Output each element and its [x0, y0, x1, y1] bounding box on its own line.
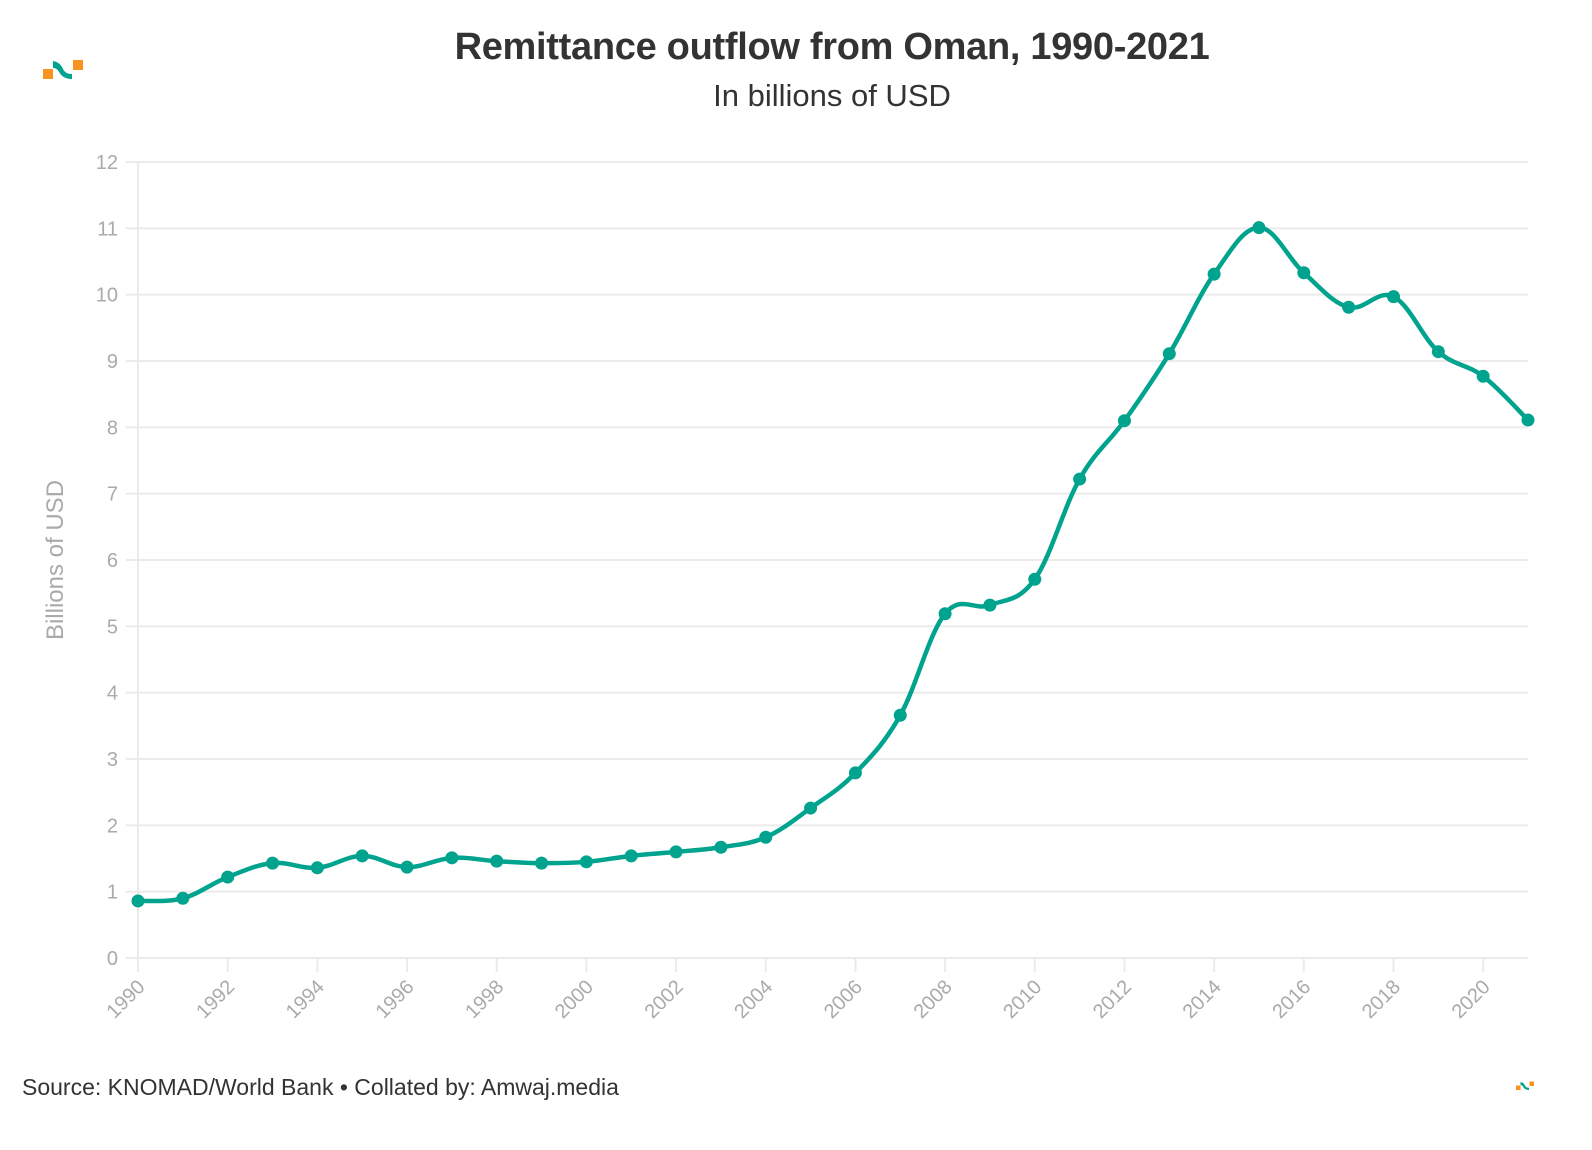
x-tick-label: 2002: [641, 976, 688, 1023]
data-point[interactable]: [1252, 221, 1266, 235]
data-point[interactable]: [759, 830, 773, 844]
data-point[interactable]: [1073, 472, 1087, 486]
data-point[interactable]: [266, 856, 280, 870]
data-point[interactable]: [1342, 300, 1356, 314]
data-point[interactable]: [131, 894, 145, 908]
x-tick-label: 2018: [1358, 976, 1405, 1023]
data-point[interactable]: [1028, 572, 1042, 586]
y-tick-label: 7: [107, 484, 118, 506]
data-point[interactable]: [804, 801, 818, 815]
data-point[interactable]: [1117, 414, 1131, 428]
y-tick-label: 9: [107, 351, 118, 373]
y-tick-label: 8: [107, 417, 118, 439]
y-tick-label: 12: [96, 152, 118, 174]
data-point[interactable]: [893, 708, 907, 722]
y-tick-label: 11: [97, 218, 118, 240]
data-point[interactable]: [176, 891, 190, 905]
y-tick-label: 6: [107, 550, 118, 572]
data-point[interactable]: [1207, 267, 1221, 281]
x-tick-label: 2010: [999, 976, 1046, 1023]
y-tick-label: 3: [107, 749, 118, 771]
x-tick-label: 2006: [820, 976, 867, 1023]
data-point[interactable]: [355, 849, 369, 863]
data-point[interactable]: [579, 855, 593, 869]
y-tick-label: 10: [96, 285, 118, 307]
data-point[interactable]: [1431, 345, 1445, 359]
data-point[interactable]: [848, 766, 862, 780]
x-tick-label: 2008: [910, 976, 957, 1023]
chart-subtitle: In billions of USD: [713, 78, 951, 113]
data-point[interactable]: [624, 849, 638, 863]
x-tick-label: 1990: [103, 976, 150, 1023]
y-tick-label: 0: [107, 948, 118, 970]
amwaj-logo-icon: [43, 60, 83, 80]
source-note: Source: KNOMAD/World Bank • Collated by:…: [22, 1074, 619, 1100]
x-tick-label: 2004: [730, 976, 777, 1023]
data-point[interactable]: [983, 598, 997, 612]
x-tick-label: 1994: [282, 976, 329, 1023]
data-point[interactable]: [938, 607, 952, 621]
data-point[interactable]: [1386, 290, 1400, 304]
data-point[interactable]: [669, 845, 683, 859]
data-point[interactable]: [1162, 347, 1176, 361]
data-point[interactable]: [714, 840, 728, 854]
series-line: [137, 225, 1530, 904]
data-point[interactable]: [535, 856, 549, 870]
y-tick-label: 4: [107, 683, 118, 705]
x-tick-label: 1998: [461, 976, 508, 1023]
y-tick-label: 1: [107, 882, 118, 904]
y-tick-label: 2: [107, 815, 118, 837]
x-tick-label: 2012: [1089, 976, 1136, 1023]
y-tick-label: 5: [107, 616, 118, 638]
chart-title: Remittance outflow from Oman, 1990-2021: [454, 26, 1210, 68]
gridlines: [126, 161, 1528, 970]
x-tick-label: 2000: [551, 976, 598, 1023]
data-point[interactable]: [221, 870, 235, 884]
x-tick-label: 1996: [372, 976, 419, 1023]
data-point[interactable]: [400, 860, 414, 874]
data-point[interactable]: [1476, 369, 1490, 383]
x-tick-label: 1992: [192, 976, 239, 1023]
data-point[interactable]: [310, 861, 324, 875]
x-tick-label: 2014: [1179, 976, 1226, 1023]
amwaj-logo-small-icon: [1516, 1078, 1534, 1091]
data-point[interactable]: [1297, 266, 1311, 280]
data-point[interactable]: [1521, 413, 1535, 427]
data-point[interactable]: [490, 854, 504, 868]
series-group: [131, 221, 1535, 908]
data-point[interactable]: [445, 851, 459, 865]
x-axis-ticks: 1990 1992 1994 1996 1998 2000 2002 2004 2006 2008…: [103, 958, 1495, 1023]
x-tick-label: 2016: [1268, 976, 1315, 1023]
x-tick-label: 2020: [1448, 976, 1495, 1023]
